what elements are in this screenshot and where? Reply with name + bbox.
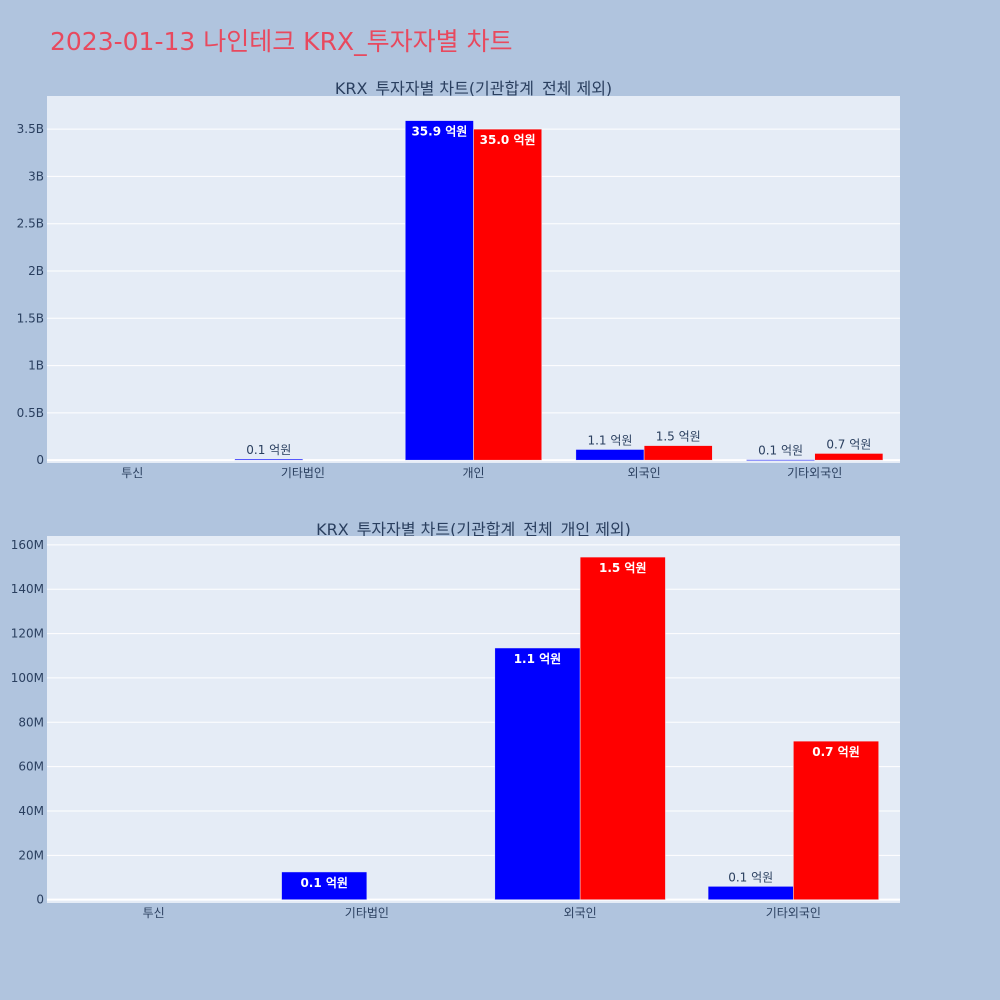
x-tick-label: 기타법인 (345, 906, 389, 920)
bar-value-label: 0.1 억원 (728, 870, 773, 884)
x-tick-label: 외국인 (564, 906, 597, 920)
y-tick-label: 3B (28, 169, 44, 183)
plot-area (47, 536, 900, 903)
bar-value-label: 35.0 억원 (480, 133, 536, 147)
y-tick-label: 0 (36, 893, 44, 907)
y-tick-label: 0.5B (17, 406, 44, 420)
x-tick-label: 투신 (121, 466, 143, 480)
y-tick-label: 80M (18, 715, 44, 729)
bar-value-label: 0.1 억원 (758, 444, 803, 458)
bar (281, 871, 368, 900)
page-title: 2023-01-13 나인테크 KRX_투자자별 차트 (50, 27, 513, 56)
chart-investor-all: KRX_투자자별 차트(기관합계_전체 제외) 0 0.5B 1B 1.5B 2B 2.5B… (17, 79, 900, 480)
y-tick-label: 2B (28, 264, 44, 278)
x-tick-label: 기타외국인 (766, 906, 821, 920)
y-tick-label: 20M (18, 848, 44, 862)
bar-value-label: 1.1 억원 (587, 433, 632, 447)
bar-value-label: 0.1 억원 (246, 443, 291, 457)
x-tick-label: 기타법인 (281, 466, 325, 480)
y-tick-label: 100M (11, 671, 44, 685)
bar (643, 445, 713, 461)
y-tick-label: 140M (11, 582, 44, 596)
y-tick-label: 0 (36, 453, 44, 467)
bar-value-label: 35.9 억원 (411, 125, 467, 139)
y-tick-label: 1B (28, 359, 44, 373)
x-tick-label: 투신 (143, 906, 165, 920)
x-tick-label: 기타외국인 (787, 466, 842, 480)
x-tick-label: 외국인 (628, 466, 661, 480)
bar-value-label: 1.5 억원 (599, 561, 647, 575)
y-tick-label: 1.5B (17, 311, 44, 325)
y-tick-label: 120M (11, 627, 44, 641)
bar (707, 886, 794, 900)
bar (405, 120, 474, 461)
bar-value-label: 1.1 억원 (514, 652, 562, 666)
bar (494, 647, 581, 900)
bar (575, 449, 645, 461)
bar (234, 458, 304, 461)
chart-title: KRX_투자자별 차트(기관합계_전체 제외) (335, 79, 612, 99)
bar (746, 459, 815, 461)
bar (793, 740, 879, 900)
y-tick-label: 40M (18, 804, 44, 818)
y-tick-label: 160M (11, 538, 44, 552)
chart-investor-excl-individual: KRX_투자자별 차트(기관합계_전체_개인 제외) 0 20M 40M 60M 80M 1… (11, 520, 900, 920)
bar (814, 453, 884, 461)
y-tick-label: 2.5B (17, 217, 44, 231)
bar-value-label: 0.7 억원 (812, 745, 860, 759)
bar (579, 556, 666, 900)
y-tick-label: 60M (18, 760, 44, 774)
x-tick-label: 개인 (462, 466, 484, 480)
bar-value-label: 1.5 억원 (656, 430, 701, 444)
bar-value-label: 0.7 억원 (826, 437, 871, 451)
y-tick-label: 3.5B (17, 122, 44, 136)
bar (473, 128, 542, 461)
bar-value-label: 0.1 억원 (300, 876, 348, 890)
chart-title: KRX_투자자별 차트(기관합계_전체_개인 제외) (316, 520, 631, 540)
